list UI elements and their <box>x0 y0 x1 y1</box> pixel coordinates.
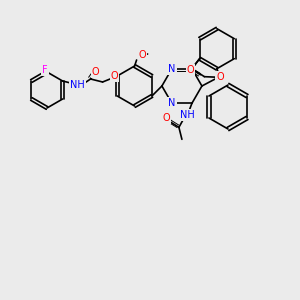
Text: F: F <box>42 65 48 75</box>
Text: N: N <box>168 98 175 108</box>
Text: N: N <box>168 64 175 74</box>
Text: O: O <box>139 50 146 60</box>
Text: O: O <box>187 65 194 75</box>
Text: O: O <box>162 113 170 123</box>
Text: O: O <box>92 67 99 77</box>
Text: O: O <box>111 71 119 81</box>
Text: NH: NH <box>70 80 85 90</box>
Text: NH: NH <box>179 110 194 120</box>
Text: O: O <box>216 72 224 82</box>
